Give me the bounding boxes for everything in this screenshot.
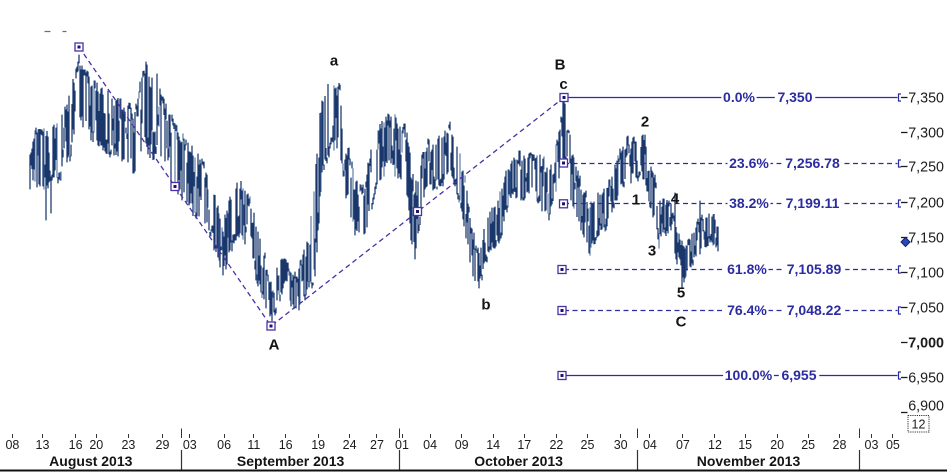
svg-text:a: a xyxy=(330,52,339,69)
svg-text:08: 08 xyxy=(5,438,19,452)
svg-text:05: 05 xyxy=(886,438,900,452)
svg-text:11: 11 xyxy=(247,438,260,452)
svg-text:6,900: 6,900 xyxy=(908,398,944,414)
svg-text:7,350: 7,350 xyxy=(777,89,812,105)
svg-text:2: 2 xyxy=(641,113,649,130)
svg-text:15: 15 xyxy=(738,438,752,452)
svg-text:29: 29 xyxy=(156,438,170,452)
svg-text:14: 14 xyxy=(486,438,500,452)
svg-text:7,200: 7,200 xyxy=(908,195,944,211)
svg-text:November 2013: November 2013 xyxy=(697,453,801,469)
svg-text:23.6%: 23.6% xyxy=(729,155,769,171)
svg-text:b: b xyxy=(481,296,490,313)
svg-text:c: c xyxy=(559,76,567,93)
svg-text:6,955: 6,955 xyxy=(781,367,816,383)
svg-text:B: B xyxy=(555,56,566,73)
svg-text:October 2013: October 2013 xyxy=(474,453,563,469)
svg-text:13: 13 xyxy=(36,438,50,452)
svg-text:03: 03 xyxy=(865,438,879,452)
svg-text:01: 01 xyxy=(395,438,409,452)
svg-text:7,048.22: 7,048.22 xyxy=(787,302,842,318)
svg-text:27: 27 xyxy=(370,438,384,452)
svg-text:7,256.78: 7,256.78 xyxy=(785,155,840,171)
svg-text:38.2%: 38.2% xyxy=(729,195,769,211)
svg-text:16: 16 xyxy=(69,438,83,452)
svg-text:24: 24 xyxy=(343,438,357,452)
svg-text:7,000: 7,000 xyxy=(908,335,944,351)
svg-text:28: 28 xyxy=(833,438,847,452)
svg-text:07: 07 xyxy=(676,438,690,452)
svg-text:09: 09 xyxy=(455,438,469,452)
svg-text:7,300: 7,300 xyxy=(908,125,944,141)
svg-text:1: 1 xyxy=(632,191,640,208)
svg-text:23: 23 xyxy=(121,438,135,452)
svg-text:7,105.89: 7,105.89 xyxy=(787,261,842,277)
svg-text:7,250: 7,250 xyxy=(908,159,944,175)
svg-text:4: 4 xyxy=(671,190,680,207)
svg-text:100.0%: 100.0% xyxy=(725,367,773,383)
svg-text:7,150: 7,150 xyxy=(908,230,944,246)
svg-text:C: C xyxy=(676,313,687,330)
svg-text:04: 04 xyxy=(423,438,437,452)
svg-text:06: 06 xyxy=(217,438,231,452)
svg-text:August 2013: August 2013 xyxy=(49,453,132,469)
svg-text:76.4%: 76.4% xyxy=(727,302,767,318)
svg-text:7,100: 7,100 xyxy=(908,265,944,281)
svg-text:20: 20 xyxy=(89,438,103,452)
svg-text:61.8%: 61.8% xyxy=(727,261,767,277)
svg-text:22: 22 xyxy=(549,438,563,452)
svg-text:04: 04 xyxy=(643,438,657,452)
svg-text:A: A xyxy=(269,336,280,353)
svg-text:12: 12 xyxy=(708,438,722,452)
svg-text:7,350: 7,350 xyxy=(908,90,944,106)
svg-text:25: 25 xyxy=(581,438,595,452)
svg-text:20: 20 xyxy=(770,438,784,452)
svg-text:September 2013: September 2013 xyxy=(237,453,345,469)
svg-text:6,950: 6,950 xyxy=(908,370,944,386)
svg-text:7,199.11: 7,199.11 xyxy=(786,195,840,211)
svg-text:25: 25 xyxy=(801,438,815,452)
svg-text:0.0%: 0.0% xyxy=(723,89,755,105)
svg-text:17: 17 xyxy=(517,438,531,452)
svg-text:7,050: 7,050 xyxy=(908,300,944,316)
svg-text:12: 12 xyxy=(912,418,926,432)
svg-text:5: 5 xyxy=(677,284,685,301)
svg-text:3: 3 xyxy=(648,242,656,259)
svg-text:30: 30 xyxy=(614,438,628,452)
svg-text:16: 16 xyxy=(279,438,293,452)
svg-text:19: 19 xyxy=(311,438,325,452)
svg-text:03: 03 xyxy=(183,438,197,452)
